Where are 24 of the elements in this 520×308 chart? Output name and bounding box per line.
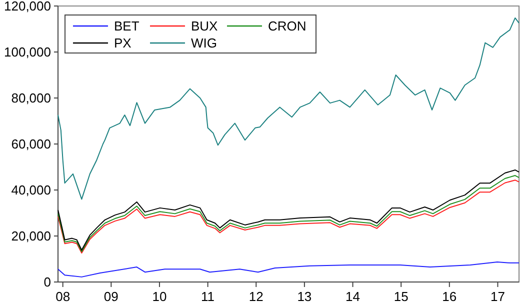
x-tick-label: 15 [394, 289, 408, 304]
x-tick-label: 17 [490, 289, 505, 304]
y-tick-label: 80,000 [11, 90, 51, 106]
x-tick-label: 11 [201, 289, 215, 304]
legend-label: CRON [268, 18, 306, 34]
x-tick-label: 16 [442, 289, 457, 304]
legend-label: PX [114, 36, 132, 50]
y-tick-label: 0 [44, 274, 51, 290]
legend-label: BUX [191, 18, 218, 34]
y-tick-label: 20,000 [11, 228, 51, 244]
legend-label: WIG [191, 36, 217, 50]
y-tick-label: 60,000 [11, 136, 51, 152]
legend-label: BET [114, 18, 140, 34]
y-tick-label: 40,000 [11, 182, 51, 198]
line-series [58, 17, 520, 200]
y-tick-label: 120,000 [4, 0, 51, 14]
x-tick-label: 14 [346, 289, 360, 304]
x-tick-label: 10 [152, 289, 167, 304]
x-tick-label: 09 [104, 289, 118, 304]
x-tick-label: 13 [297, 289, 312, 304]
y-tick-label: 100,000 [4, 44, 51, 60]
line-series [58, 261, 520, 278]
x-tick-label: 08 [56, 289, 70, 304]
x-tick-label: 12 [248, 289, 264, 304]
